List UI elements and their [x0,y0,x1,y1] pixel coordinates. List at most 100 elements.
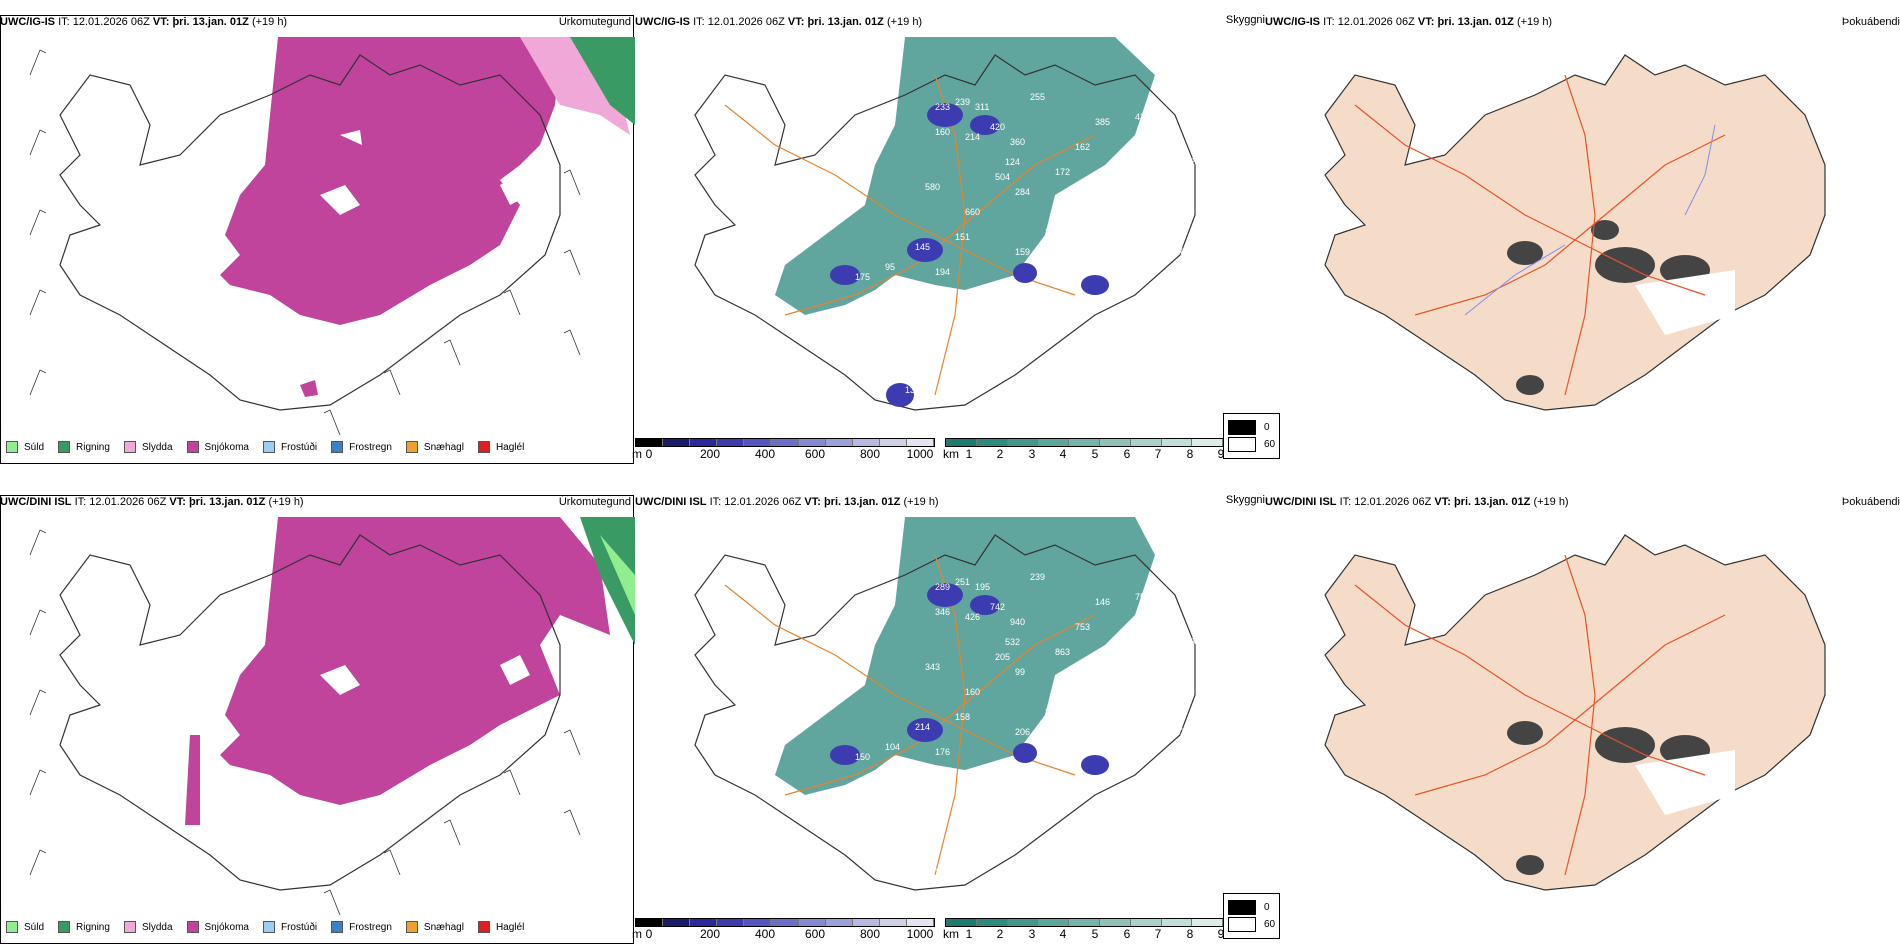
cloud-value-label: 25 [935,867,945,877]
model-name: UWC/IG-IS [0,16,55,28]
legend-item-frostregn: Frostregn [331,441,392,453]
cloud-value-label: 532 [1005,637,1020,647]
cloud-value-label: 179 [1080,739,1095,749]
cloud-value-label: 863 [1055,647,1070,657]
cloud-value-label: 205 [995,652,1010,662]
legend-item-slydda: Slydda [123,441,173,453]
cloud-value-label: 214 [965,132,980,142]
lead-time: (+19 h) [251,16,288,28]
elevation-scale-top: m 0 200 400 600 800 1000 [632,438,935,461]
cloud-value-label: 76 [1140,732,1150,742]
cloud-value-label: 239 [955,97,970,107]
cloud-value-label: 159 [1015,247,1030,257]
cloud-value-label: 212 [1180,727,1195,737]
cloud-value-label: 160 [965,687,980,697]
cloud-value-label: 251 [955,577,970,587]
it-value: 12.01.2026 06Z [72,16,150,28]
cloud-value-label: 145 [915,242,930,252]
cloud-value-label: 179 [1065,207,1080,217]
cloud-value-label: 161 [1140,252,1155,262]
cloud-value-label: 532 [1125,717,1140,727]
cloud-value-label: 146 [1095,597,1110,607]
legend-item-haglel: Haglél [477,441,524,453]
cloud-value-label: 742 [990,602,1005,612]
cloud-value-label: 580 [925,182,940,192]
cloud-value-label: 176 [935,747,950,757]
cloud-value-label: 113 [1145,617,1159,627]
legend-item-rigning: Rigning [58,441,110,453]
cloud-value-label: 160 [935,127,950,137]
precip-header-bottom: UWC/DINI ISL IT: 12.01.2026 06Z VT: þri.… [0,496,304,508]
precip-panel-top: UWC/IG-IS IT: 12.01.2026 06Z VT: þri. 13… [0,15,635,465]
fog-panel-top: UWC/IG-IS IT: 12.01.2026 06Z VT: þri. 13… [1223,15,1900,465]
cloud-value-label: 13 [905,385,915,395]
cloud-value-label: 104 [885,742,900,752]
legend-item-sudl: Súld [6,441,44,453]
cloud-value-label: 255 [1030,92,1045,102]
cloud-value-label: 244 [1045,247,1060,257]
fog-legend-bottom: 0 60 [1223,893,1281,939]
cloud-value-label: 504 [995,172,1010,182]
cloud-value-label: 138 [1045,727,1060,737]
precip-title: Úrkomutegund [558,16,631,28]
cloud-value-label: 301 [1045,707,1060,717]
cloud-value-label: 420 [990,122,1005,132]
cloud-value-label: 124 [1005,157,1020,167]
cloud-title: Skyggni [1225,14,1265,26]
cloud-value-label: 346 [935,607,950,617]
legend-item-snjokoma: Snjókoma [186,441,249,453]
fog-map-bottom [1324,534,1826,891]
cloud-value-label: 284 [1015,187,1030,197]
cloud-value-label: 35 [905,865,915,875]
cloud-value-label: 80 [920,382,930,392]
it-label: IT: [58,16,70,28]
vt-value: þri. 13.jan. 01Z [172,16,249,28]
cloud-value-label: 194 [935,267,950,277]
fog-panel-bottom: UWC/DINI ISL IT: 12.01.2026 06Z VT: þri.… [1223,495,1900,945]
cloud-value-label: 217 [1125,237,1140,247]
cloud-value-label: 250 [1190,157,1205,167]
cloud-panel-bottom: UWC/DINI ISL IT: 12.01.2026 06Z VT: þri.… [632,494,1265,941]
cloud-value-label: 112 [1145,137,1159,147]
precip-map-top [0,15,635,464]
precip-legend-bottom: Súld Rigning Slydda Snjókoma Frostúði Fr… [6,921,538,933]
cloud-value-label: 311 [975,102,989,112]
cloud-value-label: 753 [1075,622,1090,632]
legend-item-frostudi: Frostúði [262,441,317,453]
cloud-value-label: 385 [1095,117,1110,127]
cloud-value-label: 752 [1135,592,1150,602]
elevation-scale-bottom: m 0 200 400 600 800 1000 [632,918,935,941]
cloud-value-label: 150 [855,752,870,762]
cloud-value-label: 158 [955,712,970,722]
cloud-value-label: 233 [935,102,950,112]
cloud-value-label: 239 [1030,572,1045,582]
cloud-value-label: 940 [1010,617,1025,627]
precip-header-top: UWC/IG-IS IT: 12.01.2026 06Z VT: þri. 13… [0,15,287,29]
fog-title: Þokuábendi [1841,16,1900,28]
cloud-value-label: 02 [920,862,930,872]
cloud-value-label: 289 [935,582,950,592]
cloud-map-bottom: 289 251 195 239 742 940 753 346 426 532 205 343 99 16… [694,517,1200,891]
precip-map-bottom [0,495,635,944]
cloud-value-label: 151 [955,232,970,242]
cloud-value-label: 94 [1080,259,1090,269]
visibility-scale-bottom: km12345678910 [943,918,1255,941]
cloud-value-label: 343 [925,662,940,672]
cloud-header-top: UWC/IG-IS IT: 12.01.2026 06Z VT: þri. 13… [635,16,923,28]
precip-legend-top: Súld Rigning Slydda Snjókoma Frostúði Fr… [6,441,538,453]
elevation-scale-bar [635,438,935,447]
cloud-value-label: 172 [1055,167,1070,177]
cloud-value-label: 162 [1075,142,1090,152]
vt-label: VT: [152,16,170,28]
cloud-value-label: 660 [965,207,980,217]
cloud-value-label: 99 [1015,667,1025,677]
visibility-scale-top: km12345678910 [943,438,1255,461]
cloud-value-label: 426 [965,612,980,622]
fog-header-bottom: UWC/DINI ISL IT: 12.01.2026 06Z VT: þri.… [1265,496,1569,508]
cloud-value-label: 95 [885,262,895,272]
cloud-value-label: 206 [1015,727,1030,737]
legend-item-snaehagl: Snæhagl [405,441,464,453]
fog-map-top [1324,54,1826,411]
cloud-value-label: 195 [975,582,990,592]
fog-legend-top: 0 60 [1223,413,1281,459]
